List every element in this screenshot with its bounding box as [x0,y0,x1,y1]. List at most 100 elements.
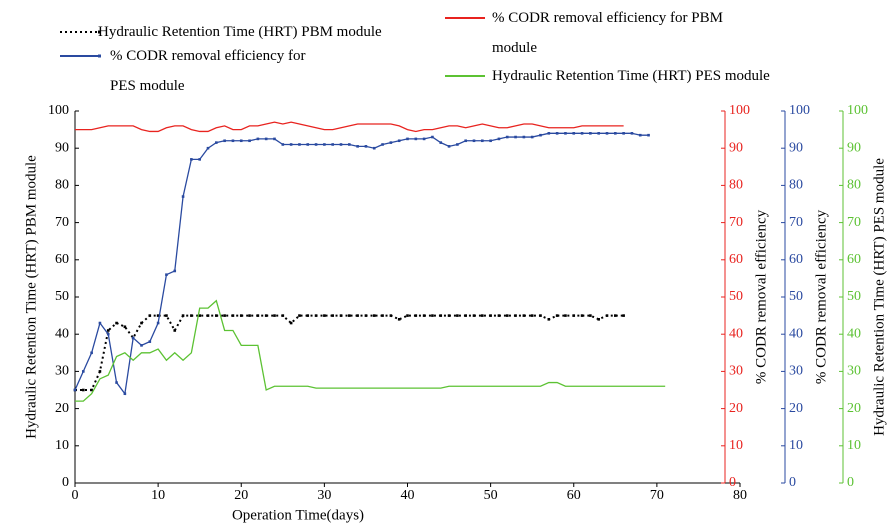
y-tick-label: 70 [55,215,69,230]
point [215,141,218,144]
x-tick-label: 10 [151,488,165,503]
y-tick-label: 50 [847,289,861,304]
y-tick-label: 90 [789,140,803,155]
point [514,135,517,139]
x-tick-label: 50 [484,488,498,503]
y-tick-label: 60 [55,252,69,267]
point [156,321,160,325]
y-tick-label: 80 [847,178,861,193]
point [123,325,127,329]
point [156,314,160,317]
point [464,314,467,317]
point [82,388,85,392]
y-tick-label: 30 [789,364,803,379]
point [115,321,118,325]
point [306,143,310,146]
point [522,314,526,317]
point [115,381,118,384]
point [614,314,617,317]
point [597,318,600,321]
point [597,132,600,135]
point [98,370,102,373]
legend-marker [98,30,101,34]
point [148,340,152,343]
y-tick-label: 10 [789,438,803,453]
y-axis-title: % CODR removal efficiency [753,209,769,384]
y-tick-label: 50 [789,289,803,304]
y-tick-label: 100 [789,103,810,118]
y-tick-label: 60 [729,252,743,267]
point [572,132,576,135]
point [422,137,426,141]
point [589,314,592,317]
point [323,143,326,146]
point [472,314,476,317]
point [638,133,642,137]
point [331,143,334,146]
point [447,314,451,317]
point [572,314,576,317]
y-tick-label: 20 [729,401,743,416]
point [622,132,625,135]
y-tick-label: 10 [729,438,743,453]
point [505,314,509,317]
point [555,314,559,317]
point [364,145,368,148]
point [173,269,177,273]
y-tick-label: 30 [847,364,861,379]
y-axis-title: Hydraulic Retention Time (HRT) PBM modul… [23,155,39,439]
point [356,145,359,148]
series-line [75,299,666,402]
point [314,143,318,146]
point [431,314,434,317]
y-tick-label: 50 [55,289,69,304]
point [489,139,492,143]
series-line [75,121,624,133]
point [622,314,625,317]
point [256,137,260,141]
x-tick-label: 0 [72,488,79,503]
point [497,137,501,141]
point [298,143,301,146]
point [131,336,135,340]
point [90,388,93,392]
y-tick-label: 70 [847,215,861,230]
y-tick-label: 50 [729,289,743,304]
y-tick-label: 0 [789,475,796,490]
y-tick-label: 10 [847,438,861,453]
y-tick-label: 0 [62,475,69,490]
point [264,314,268,317]
y-tick-label: 70 [789,215,803,230]
point [298,314,301,317]
point [414,137,418,141]
point [605,132,609,135]
point [165,314,168,317]
point [106,332,110,336]
point [223,139,226,143]
y-tick-label: 20 [55,401,69,416]
point [497,314,501,317]
point [456,143,459,146]
point [481,139,484,143]
y-tick-label: 0 [847,475,854,490]
point [439,314,443,317]
y-tick-label: 0 [729,475,736,490]
y-axis-title: % CODR removal efficiency [813,209,829,384]
point [564,132,567,135]
point [580,132,584,135]
point [231,139,235,143]
point [206,314,210,317]
point [181,314,185,317]
point [339,314,343,317]
point [530,135,534,139]
point [165,273,168,276]
y-tick-label: 40 [789,326,803,341]
y-axis-title: Hydraulic Retention Time (HRT) PES modul… [871,158,887,436]
series-line [75,314,624,391]
point [140,344,143,347]
legend-marker [98,54,101,58]
point [248,314,251,317]
point [414,314,418,317]
